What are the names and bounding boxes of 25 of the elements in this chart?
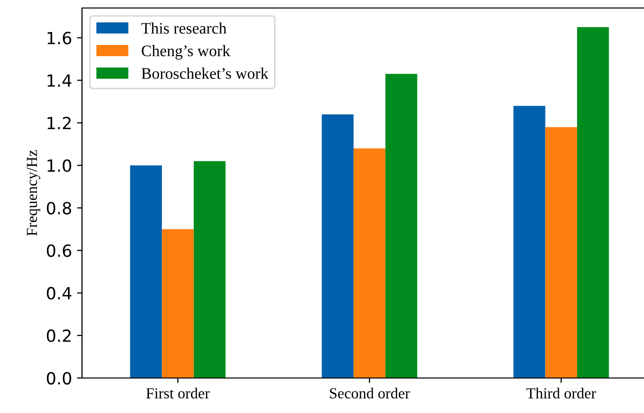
y-tick-label: 0.0: [46, 372, 72, 385]
bar: [513, 106, 546, 378]
y-tick-label: 0.4: [46, 286, 72, 300]
y-tick-label: 0.6: [46, 244, 72, 257]
legend-label: Boroscheket’s work: [142, 68, 268, 79]
y-tick-label: 0.2: [46, 329, 71, 342]
y-tick-label: 1.4: [48, 74, 72, 87]
bar: [130, 165, 162, 378]
legend-label: Cheng’s work: [142, 45, 230, 60]
x-tick-label: First order: [146, 388, 210, 398]
bar: [322, 114, 354, 378]
bar: [577, 27, 609, 378]
bar: [194, 161, 226, 378]
bar: [545, 127, 578, 378]
bar: [354, 148, 386, 378]
x-tick-label: Second order: [330, 388, 410, 398]
x-tick-label: Third order: [526, 388, 596, 398]
y-tick-label: 1.2: [48, 116, 71, 130]
y-tick-label: 1.6: [48, 32, 72, 44]
y-axis-title: Frequency/Hz: [26, 150, 40, 236]
bar: [162, 229, 194, 378]
bar: [385, 74, 418, 378]
y-tick-label: 1.0: [48, 159, 72, 172]
y-tick-label: 0.8: [46, 202, 72, 214]
legend-label: This research: [141, 22, 226, 34]
